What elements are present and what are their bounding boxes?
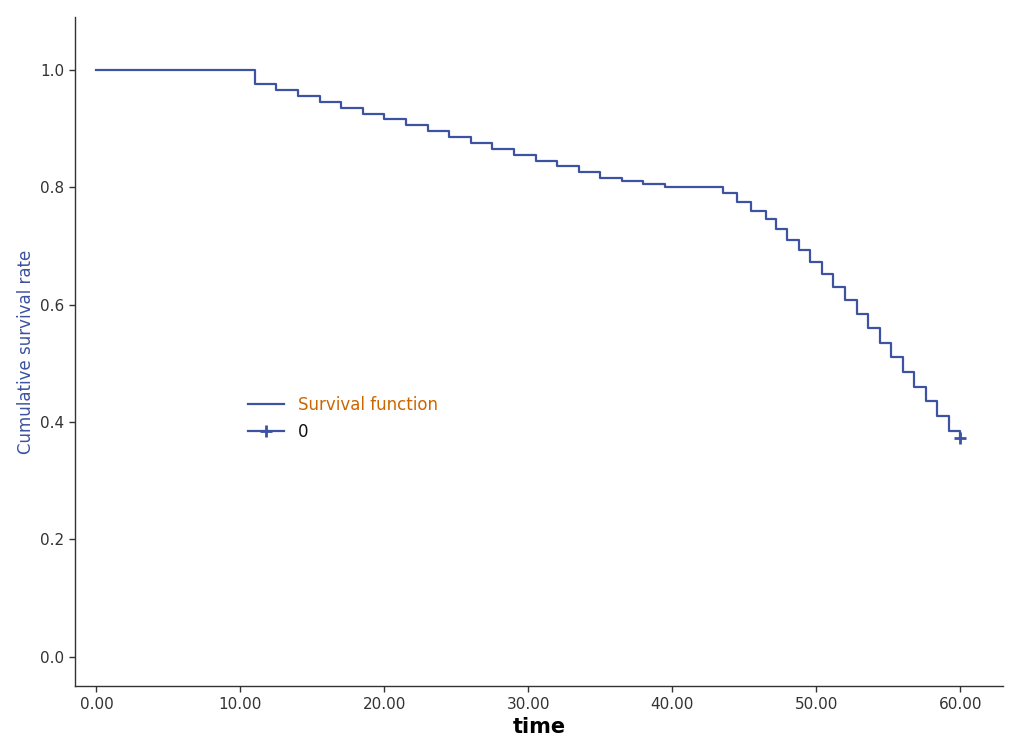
Legend: Survival function, 0: Survival function, 0 — [240, 390, 444, 447]
Y-axis label: Cumulative survival rate: Cumulative survival rate — [16, 250, 35, 454]
X-axis label: time: time — [512, 717, 566, 737]
